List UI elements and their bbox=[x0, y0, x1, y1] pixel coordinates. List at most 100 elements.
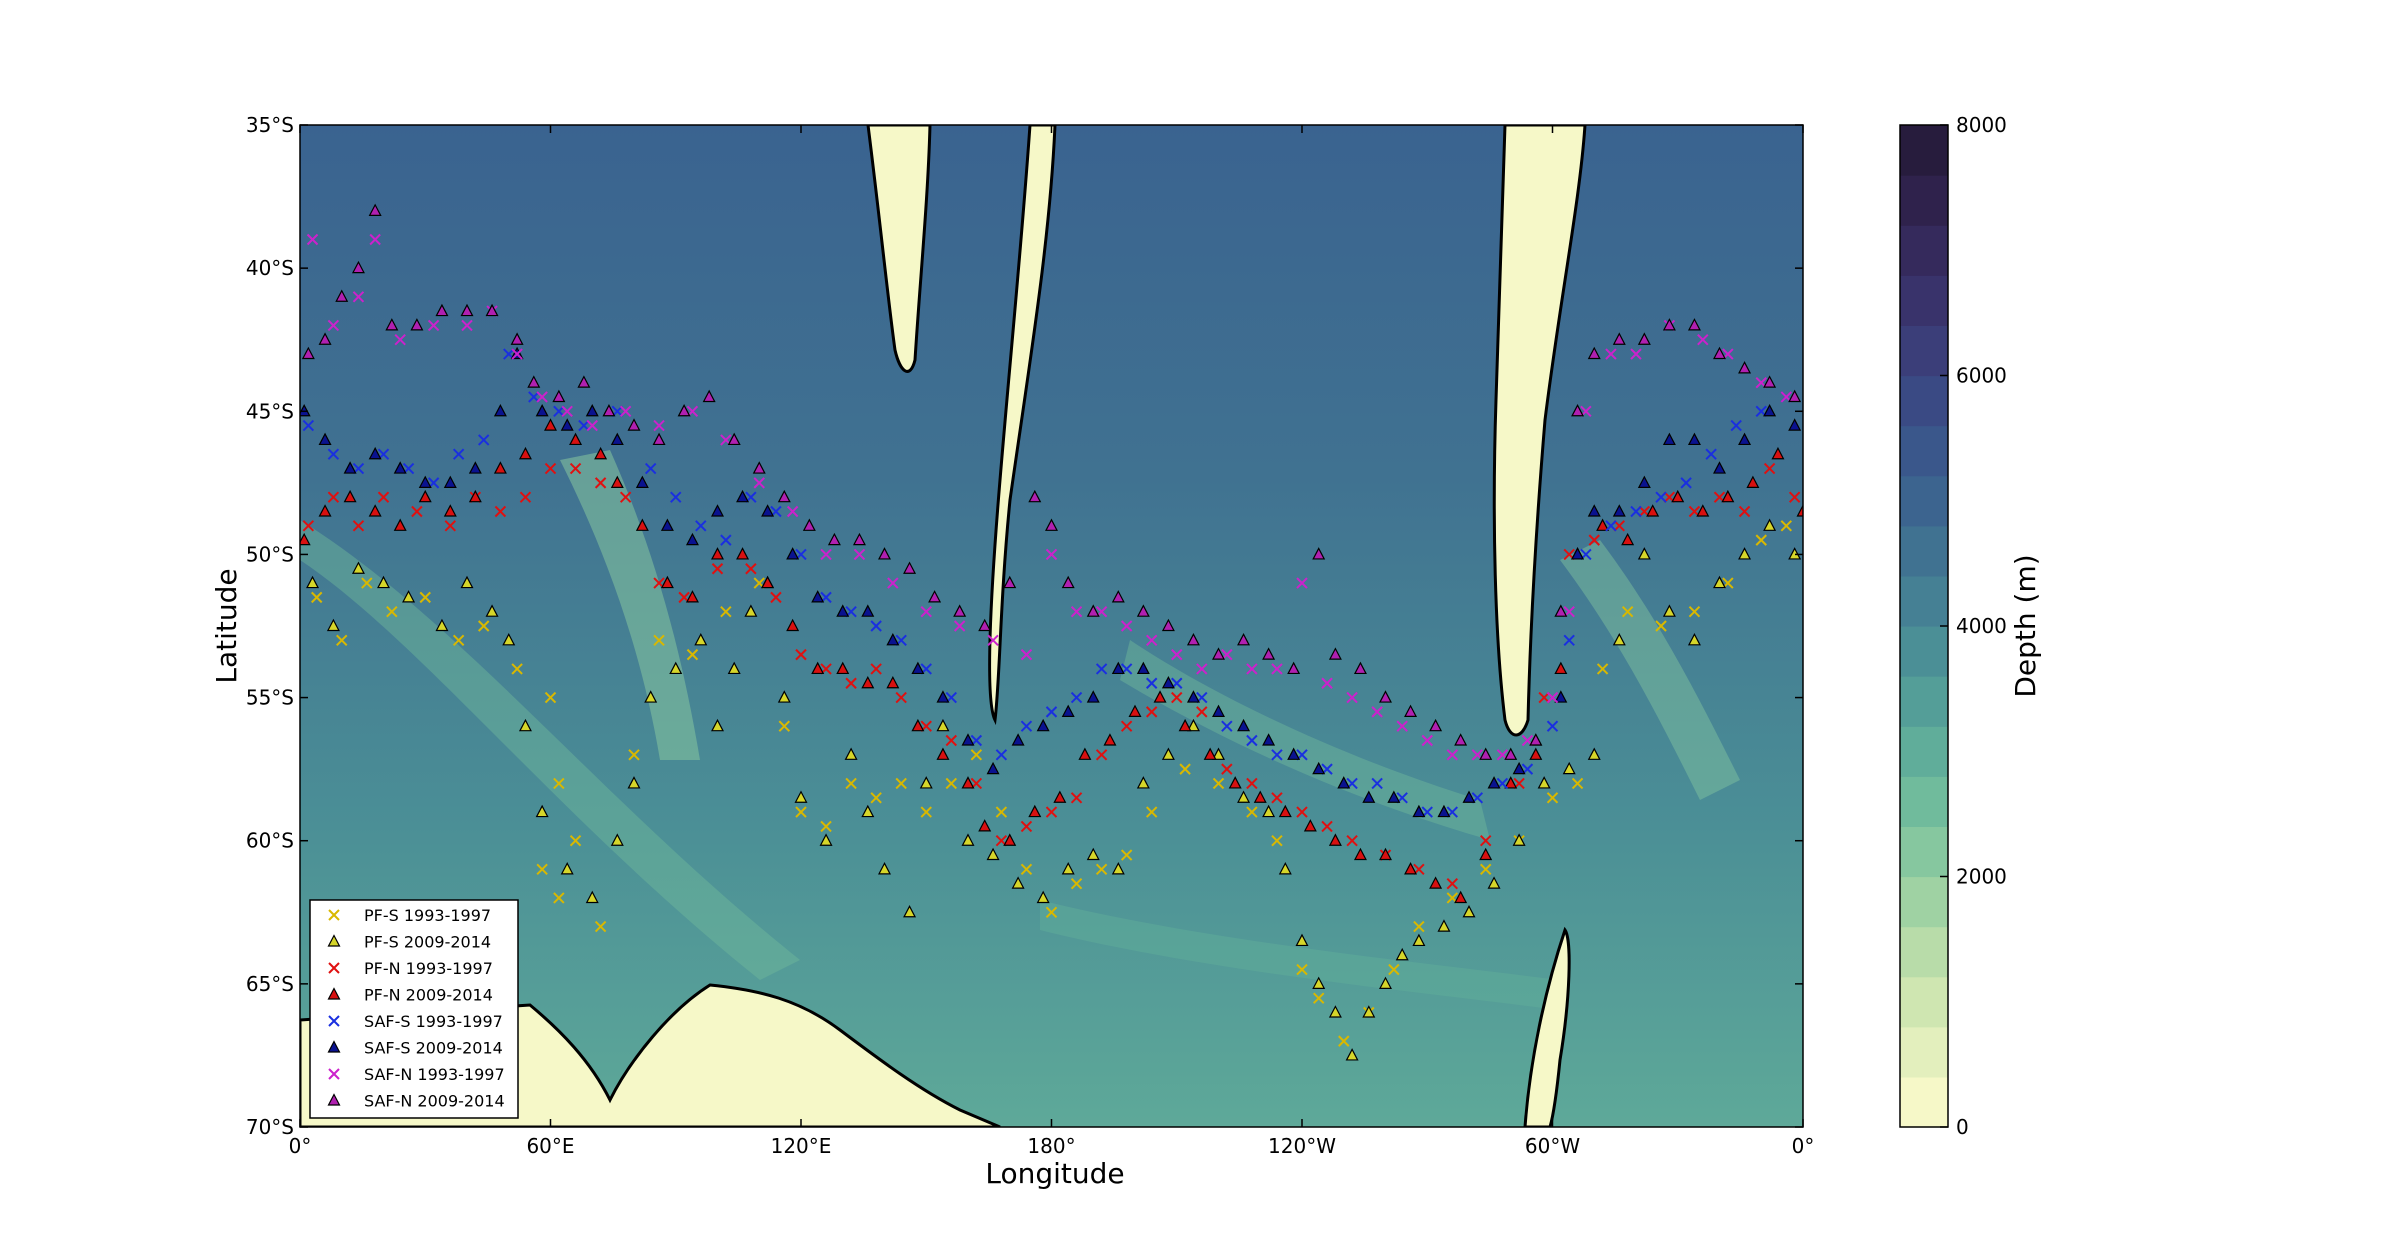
data-point bbox=[1186, 633, 1200, 646]
data-point bbox=[485, 604, 499, 617]
data-point bbox=[1028, 489, 1042, 503]
colorbar-band bbox=[1900, 826, 1948, 878]
data-point bbox=[1212, 704, 1225, 717]
data-point bbox=[752, 461, 766, 474]
data-point bbox=[306, 233, 319, 246]
y-tick-label: 45°S bbox=[246, 399, 294, 423]
data-point bbox=[1179, 763, 1191, 775]
data-point bbox=[594, 477, 607, 489]
data-point bbox=[1713, 575, 1726, 589]
data-point bbox=[1045, 906, 1058, 918]
data-point bbox=[1128, 704, 1142, 717]
data-point bbox=[1680, 477, 1692, 489]
data-point bbox=[978, 618, 992, 632]
data-point bbox=[652, 432, 666, 446]
data-point bbox=[569, 462, 582, 475]
data-point bbox=[953, 620, 966, 632]
data-point bbox=[443, 504, 457, 517]
data-point bbox=[1171, 691, 1183, 704]
data-point bbox=[702, 389, 716, 403]
data-point bbox=[660, 518, 674, 531]
data-point bbox=[1687, 432, 1701, 446]
data-point bbox=[402, 590, 416, 603]
data-point bbox=[861, 675, 875, 689]
data-point bbox=[535, 804, 549, 818]
data-point bbox=[711, 718, 724, 732]
data-point bbox=[1429, 876, 1443, 889]
series-group bbox=[301, 203, 1802, 760]
data-point bbox=[995, 749, 1008, 761]
data-point bbox=[1338, 1035, 1350, 1047]
colorbar-bands bbox=[1900, 125, 1948, 1128]
data-point bbox=[761, 575, 775, 589]
data-point bbox=[844, 747, 858, 760]
legend-marker bbox=[328, 1015, 340, 1027]
data-point bbox=[903, 561, 917, 574]
data-point bbox=[1738, 505, 1751, 518]
data-point bbox=[1136, 776, 1150, 789]
colorbar-band bbox=[1900, 575, 1948, 627]
data-point bbox=[368, 504, 382, 517]
x-tick-label: 120°E bbox=[771, 1134, 832, 1158]
data-point bbox=[761, 504, 775, 517]
data-point bbox=[369, 233, 381, 246]
data-point bbox=[644, 690, 658, 703]
data-point bbox=[1321, 677, 1333, 689]
data-point bbox=[1396, 720, 1408, 732]
x-tick-label: 0° bbox=[1792, 1134, 1815, 1158]
data-point bbox=[1562, 761, 1576, 775]
data-point bbox=[886, 633, 900, 646]
data-point bbox=[1554, 690, 1568, 703]
data-point bbox=[494, 505, 507, 518]
data-point bbox=[327, 448, 340, 460]
y-tick-label: 35°S bbox=[246, 113, 294, 137]
legend-marker bbox=[327, 987, 341, 1000]
data-point bbox=[619, 405, 632, 417]
series-layer bbox=[300, 203, 1803, 1061]
legend-label: SAF-S 2009-2014 bbox=[364, 1039, 503, 1058]
data-point bbox=[1346, 691, 1358, 704]
data-point bbox=[1278, 804, 1292, 818]
data-point bbox=[1120, 849, 1133, 861]
data-point bbox=[820, 820, 832, 833]
y-tick-label: 60°S bbox=[246, 829, 294, 853]
data-point bbox=[1070, 605, 1083, 618]
data-point bbox=[1546, 691, 1559, 704]
data-point bbox=[586, 419, 598, 432]
data-point bbox=[1061, 575, 1075, 589]
legend-marker bbox=[327, 1093, 341, 1106]
data-point bbox=[852, 532, 866, 546]
data-point bbox=[1596, 518, 1610, 531]
data-point bbox=[502, 633, 516, 646]
data-point bbox=[468, 461, 482, 474]
data-point bbox=[1212, 777, 1225, 790]
data-point bbox=[1379, 976, 1392, 989]
legend-label: SAF-N 2009-2014 bbox=[364, 1092, 505, 1111]
data-point bbox=[1061, 862, 1075, 875]
data-point bbox=[343, 461, 357, 474]
data-point bbox=[1328, 833, 1342, 846]
data-point bbox=[1271, 835, 1283, 847]
data-point bbox=[1145, 677, 1158, 689]
data-point bbox=[1312, 761, 1326, 775]
data-point bbox=[1221, 720, 1233, 732]
data-point bbox=[745, 563, 757, 575]
data-point bbox=[352, 520, 365, 532]
data-point bbox=[802, 518, 816, 531]
data-point bbox=[1697, 334, 1709, 346]
legend-marker bbox=[328, 962, 340, 974]
data-point bbox=[410, 318, 424, 331]
data-point bbox=[911, 718, 925, 732]
series-group bbox=[300, 346, 1802, 818]
data-point bbox=[1713, 346, 1726, 360]
x-tick-label: 0° bbox=[289, 1134, 312, 1158]
data-point bbox=[1262, 733, 1276, 746]
data-point bbox=[1020, 648, 1033, 661]
data-point bbox=[1546, 720, 1559, 732]
data-point bbox=[418, 489, 432, 503]
data-point bbox=[920, 605, 932, 618]
data-point bbox=[919, 776, 933, 789]
data-point bbox=[302, 520, 315, 532]
data-point bbox=[786, 547, 800, 560]
data-point bbox=[393, 461, 407, 474]
